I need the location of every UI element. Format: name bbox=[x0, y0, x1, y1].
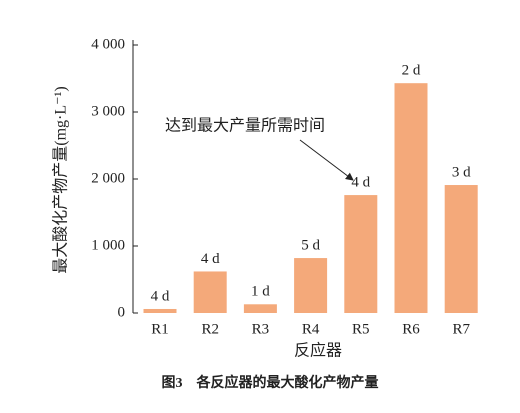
annotation: 达到最大产量所需时间 bbox=[165, 117, 325, 135]
bar bbox=[444, 185, 478, 313]
caption: 图3 各反应器的最大酸化产物产量 bbox=[162, 374, 379, 391]
x-tick-label: R7 bbox=[452, 321, 470, 337]
x-tick-label: R1 bbox=[151, 321, 169, 337]
annotation-arrow bbox=[299, 139, 354, 181]
bar-label: 4 d bbox=[351, 175, 370, 191]
bar bbox=[143, 308, 177, 313]
x-axis-label: 反应器 bbox=[294, 341, 342, 360]
x-tick-label: R4 bbox=[302, 321, 320, 337]
x-tick-label: R3 bbox=[252, 321, 270, 337]
y-tick-label: 1 000 bbox=[91, 237, 125, 253]
bar bbox=[193, 271, 227, 313]
y-tick-label: 0 bbox=[118, 304, 126, 320]
bar bbox=[243, 304, 277, 313]
bar bbox=[394, 83, 428, 313]
bar-label: 3 d bbox=[452, 164, 471, 180]
x-tick-label: R2 bbox=[201, 321, 219, 337]
bar-label: 1 d bbox=[251, 284, 270, 300]
bar-label: 4 d bbox=[151, 288, 170, 304]
x-tick-label: R5 bbox=[352, 321, 370, 337]
bar-label: 5 d bbox=[301, 237, 320, 253]
y-tick-label: 3 000 bbox=[91, 103, 125, 119]
bar bbox=[294, 258, 328, 313]
y-tick-label: 2 000 bbox=[91, 170, 125, 186]
bar-label: 4 d bbox=[201, 251, 220, 267]
bar-label: 2 d bbox=[402, 63, 421, 79]
x-tick-label: R6 bbox=[402, 321, 420, 337]
y-tick-label: 4 000 bbox=[91, 36, 125, 52]
bar bbox=[344, 195, 378, 313]
y-axis-label: 最大酸化产物产量(mg·L⁻¹) bbox=[52, 86, 70, 273]
